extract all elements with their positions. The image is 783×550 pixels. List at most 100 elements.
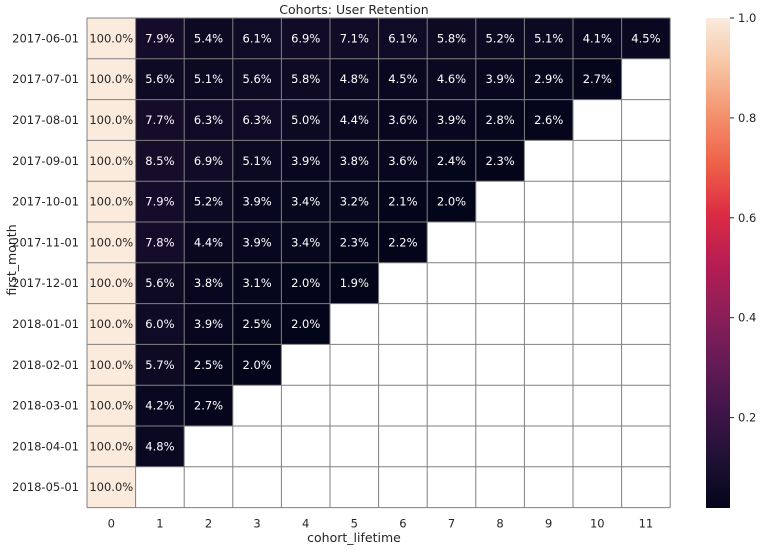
heatmap-cell-empty	[427, 222, 476, 263]
heatmap-cell	[427, 18, 476, 59]
heatmap-cell	[135, 385, 185, 426]
cell-value-label: 3.8%	[194, 276, 223, 290]
heatmap-cell	[184, 303, 233, 345]
heatmap-cell-empty	[621, 426, 671, 467]
heatmap-cell-empty	[524, 140, 573, 182]
heatmap-cell-empty	[621, 466, 671, 508]
heatmap-cell-empty	[475, 222, 525, 263]
heatmap-cell	[524, 18, 573, 59]
heatmap-cell	[330, 222, 379, 263]
cell-value-label: 2.2%	[388, 235, 417, 249]
cell-value-label: 5.1%	[242, 154, 271, 168]
heatmap-cell	[232, 262, 282, 304]
cell-value-label: 2.5%	[242, 317, 271, 331]
heatmap-cell	[330, 18, 379, 59]
cell-value-label: 3.2%	[340, 195, 369, 209]
cell-value-label: 8.5%	[145, 154, 174, 168]
heatmap-cell-empty	[621, 140, 671, 182]
cell-value-label: 3.4%	[291, 195, 320, 209]
heatmap-cell-empty	[427, 303, 476, 345]
cell-value-label: 6.9%	[194, 154, 223, 168]
row-tick-label: 2018-03-01	[12, 399, 79, 413]
heatmap-cell	[475, 140, 525, 182]
colorbar-tick-label: 0.6	[738, 211, 756, 225]
heatmap-cell-empty	[524, 466, 573, 508]
grid-lines	[86, 17, 671, 509]
heatmap-cell-empty	[573, 222, 622, 263]
colorbar	[706, 18, 730, 508]
column-tick-label: 6	[399, 517, 406, 531]
cell-value-label: 100.0%	[89, 31, 133, 45]
heatmap-cell	[330, 262, 379, 304]
heatmap-cell-empty	[427, 426, 476, 467]
heatmap-cell-empty	[573, 303, 622, 345]
heatmap-cell	[281, 58, 330, 100]
cell-value-label: 3.9%	[485, 72, 514, 86]
heatmap-cell-empty	[135, 466, 185, 508]
heatmap-cell	[184, 181, 233, 222]
heatmap-cell-empty	[621, 385, 671, 426]
heatmap-cell-empty	[281, 466, 330, 508]
heatmap-cell	[621, 18, 671, 59]
cell-value-label: 6.1%	[242, 31, 271, 45]
cell-value-label: 2.0%	[291, 276, 320, 290]
cell-value-label: 4.4%	[340, 113, 369, 127]
cell-value-label: 3.4%	[291, 235, 320, 249]
heatmap-cell-empty	[427, 385, 476, 426]
heatmap-cell	[135, 18, 185, 59]
heatmap-cell	[135, 222, 185, 263]
cell-value-label: 5.7%	[145, 358, 174, 372]
heatmap-cell	[330, 58, 379, 100]
cell-value-label: 100.0%	[89, 480, 133, 494]
heatmap-cell	[281, 140, 330, 182]
cell-value-label: 4.5%	[631, 31, 660, 45]
heatmap-cell-empty	[524, 385, 573, 426]
cell-value-label: 3.9%	[194, 317, 223, 331]
heatmap-cell	[87, 303, 136, 345]
cell-value-label: 7.9%	[145, 31, 174, 45]
heatmap-cell	[87, 262, 136, 304]
heatmap-cell-empty	[378, 385, 428, 426]
heatmap-cell	[87, 222, 136, 263]
heatmap-cell-empty	[573, 426, 622, 467]
cell-value-label: 7.7%	[145, 113, 174, 127]
cell-value-label: 3.9%	[242, 195, 271, 209]
row-tick-label: 2017-08-01	[12, 113, 79, 127]
heatmap-cell	[135, 58, 185, 100]
heatmap-cell	[281, 99, 330, 141]
heatmap-cell	[427, 181, 476, 222]
cell-value-label: 100.0%	[89, 195, 133, 209]
heatmap-cell	[475, 99, 525, 141]
heatmap-cell	[184, 99, 233, 141]
heatmap-cell-empty	[184, 426, 233, 467]
cell-value-label: 6.3%	[242, 113, 271, 127]
heatmap-cell-empty	[573, 466, 622, 508]
column-tick-label: 10	[590, 517, 605, 531]
heatmap-cell-empty	[378, 426, 428, 467]
cell-value-label: 2.1%	[388, 195, 417, 209]
column-tick-label: 5	[351, 517, 358, 531]
heatmap-cell	[524, 99, 573, 141]
cell-value-label: 3.9%	[242, 235, 271, 249]
heatmap-cell	[378, 99, 428, 141]
cell-value-label: 7.1%	[340, 31, 369, 45]
cell-value-label: 5.6%	[145, 72, 174, 86]
cell-value-label: 5.8%	[437, 31, 466, 45]
heatmap-cell	[475, 18, 525, 59]
cell-value-label: 100.0%	[89, 358, 133, 372]
column-tick-label: 2	[205, 517, 212, 531]
cell-value-label: 5.1%	[194, 72, 223, 86]
column-tick-label: 7	[448, 517, 455, 531]
cell-value-label: 2.9%	[534, 72, 563, 86]
heatmap-cell	[135, 303, 185, 345]
cell-value-label: 4.8%	[145, 439, 174, 453]
heatmap-cell	[573, 58, 622, 100]
heatmap-cell	[87, 426, 136, 467]
heatmap-cell	[135, 181, 185, 222]
heatmap-cell	[232, 99, 282, 141]
heatmap-cell-empty	[621, 181, 671, 222]
heatmap-cell	[184, 262, 233, 304]
cell-value-label: 3.8%	[340, 154, 369, 168]
row-tick-label: 2017-10-01	[12, 195, 79, 209]
